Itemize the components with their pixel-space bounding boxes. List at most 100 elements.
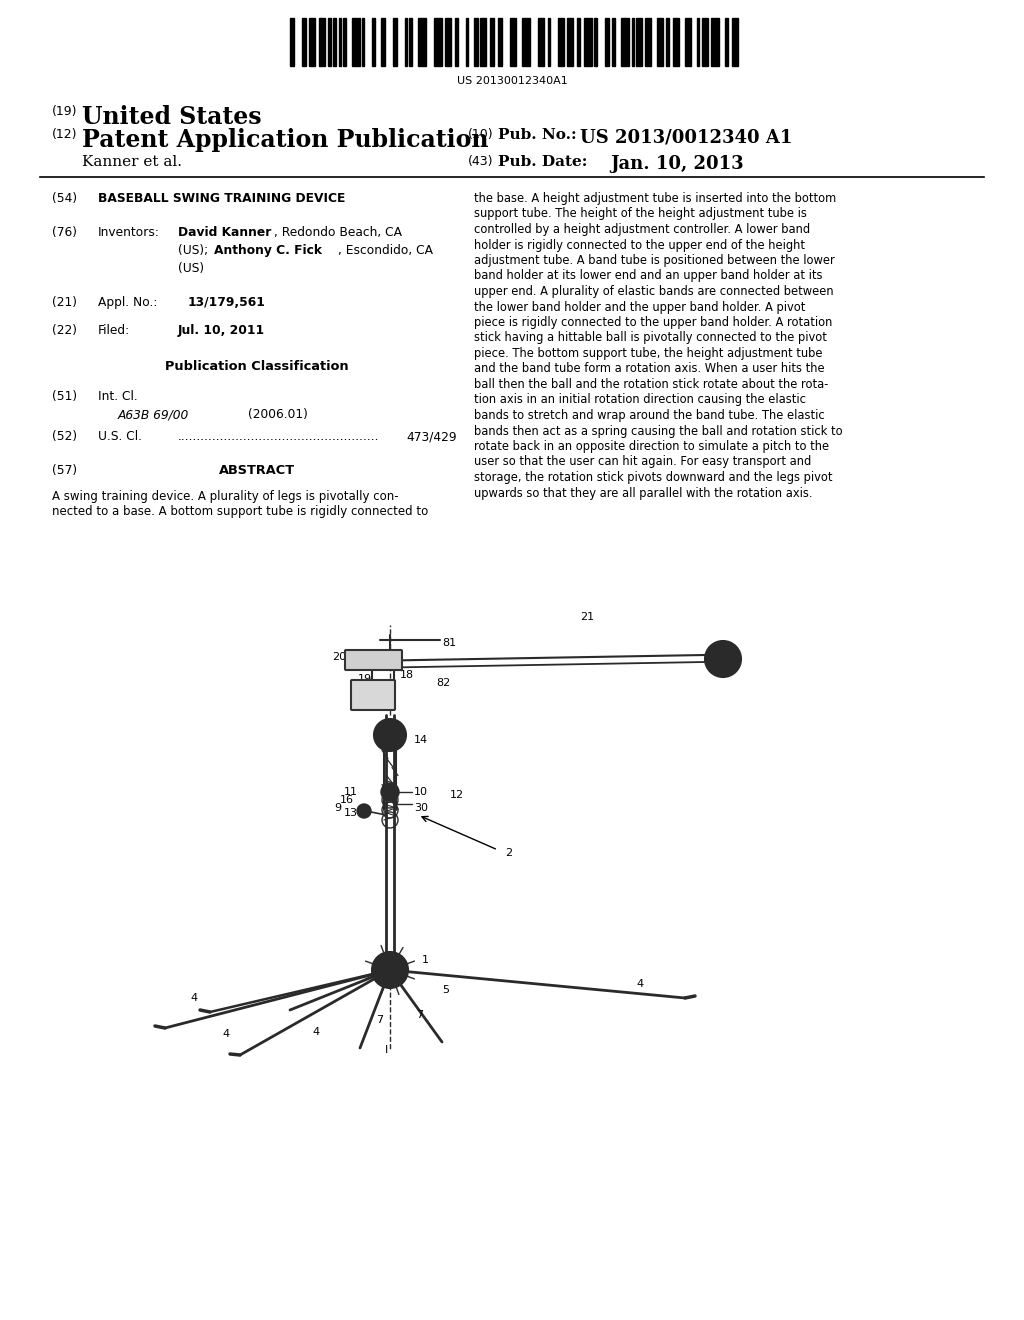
Text: and the band tube form a rotation axis. When a user hits the: and the band tube form a rotation axis. …: [474, 363, 824, 375]
Text: A63B 69/00: A63B 69/00: [118, 408, 189, 421]
Text: ball then the ball and the rotation stick rotate about the rota-: ball then the ball and the rotation stic…: [474, 378, 828, 391]
Text: holder is rigidly connected to the upper end of the height: holder is rigidly connected to the upper…: [474, 239, 805, 252]
Text: David Kanner: David Kanner: [178, 226, 271, 239]
Text: U.S. Cl.: U.S. Cl.: [98, 430, 142, 444]
Text: US 20130012340A1: US 20130012340A1: [457, 77, 567, 86]
Circle shape: [372, 952, 408, 987]
Text: bands to stretch and wrap around the band tube. The elastic: bands to stretch and wrap around the ban…: [474, 409, 824, 422]
Bar: [732, 18, 738, 66]
Text: storage, the rotation stick pivots downward and the legs pivot: storage, the rotation stick pivots downw…: [474, 471, 833, 484]
Bar: [632, 18, 634, 66]
Bar: [673, 18, 679, 66]
Bar: [372, 18, 375, 66]
Text: Anthony C. Fick: Anthony C. Fick: [214, 244, 322, 257]
Bar: [466, 18, 468, 66]
Text: 4: 4: [636, 979, 643, 989]
Bar: [711, 18, 719, 66]
Bar: [621, 18, 629, 66]
Text: (21): (21): [52, 296, 77, 309]
Bar: [381, 18, 385, 66]
Text: 12: 12: [450, 789, 464, 800]
Text: (52): (52): [52, 430, 77, 444]
Bar: [636, 18, 642, 66]
Text: Publication Classification: Publication Classification: [165, 360, 349, 374]
Bar: [328, 18, 331, 66]
Bar: [666, 18, 669, 66]
Text: 9: 9: [334, 803, 341, 813]
Text: upper end. A plurality of elastic bands are connected between: upper end. A plurality of elastic bands …: [474, 285, 834, 298]
Bar: [290, 18, 294, 66]
Bar: [584, 18, 592, 66]
Text: (19): (19): [52, 106, 78, 117]
Text: Patent Application Publication: Patent Application Publication: [82, 128, 488, 152]
Text: upwards so that they are all parallel with the rotation axis.: upwards so that they are all parallel wi…: [474, 487, 812, 499]
Bar: [538, 18, 544, 66]
Text: 13: 13: [344, 808, 358, 818]
Text: (43): (43): [468, 154, 494, 168]
FancyBboxPatch shape: [345, 649, 402, 671]
Bar: [319, 18, 325, 66]
Text: support tube. The height of the height adjustment tube is: support tube. The height of the height a…: [474, 207, 807, 220]
Bar: [612, 18, 615, 66]
Text: Int. Cl.: Int. Cl.: [98, 389, 138, 403]
Bar: [558, 18, 564, 66]
Text: I: I: [384, 1045, 388, 1055]
Text: 4: 4: [190, 993, 198, 1003]
Text: nected to a base. A bottom support tube is rigidly connected to: nected to a base. A bottom support tube …: [52, 506, 428, 517]
Bar: [645, 18, 651, 66]
Text: adjustment tube. A band tube is positioned between the lower: adjustment tube. A band tube is position…: [474, 253, 835, 267]
Text: ABSTRACT: ABSTRACT: [219, 465, 295, 477]
Text: (54): (54): [52, 191, 77, 205]
Text: 2: 2: [505, 847, 512, 858]
Text: 5: 5: [442, 985, 449, 995]
Text: Jan. 10, 2013: Jan. 10, 2013: [610, 154, 743, 173]
Bar: [522, 18, 530, 66]
Bar: [510, 18, 516, 66]
Text: 19: 19: [358, 675, 372, 684]
Bar: [657, 18, 663, 66]
Text: , Escondido, CA: , Escondido, CA: [338, 244, 433, 257]
Bar: [498, 18, 502, 66]
Bar: [333, 18, 336, 66]
Bar: [697, 18, 699, 66]
Bar: [474, 18, 478, 66]
Circle shape: [381, 783, 399, 801]
Text: rotate back in an opposite direction to simulate a pitch to the: rotate back in an opposite direction to …: [474, 440, 829, 453]
Text: Pub. No.:: Pub. No.:: [498, 128, 577, 143]
Text: 14: 14: [414, 735, 428, 744]
Bar: [309, 18, 315, 66]
Text: piece is rigidly connected to the upper band holder. A rotation: piece is rigidly connected to the upper …: [474, 315, 833, 329]
Text: (22): (22): [52, 323, 77, 337]
Text: (US): (US): [178, 261, 204, 275]
Bar: [418, 18, 426, 66]
Bar: [685, 18, 691, 66]
Bar: [548, 18, 550, 66]
Text: ....................................................: ........................................…: [178, 430, 380, 444]
Text: Pub. Date:: Pub. Date:: [498, 154, 588, 169]
Circle shape: [705, 642, 741, 677]
Circle shape: [357, 804, 371, 818]
Text: (12): (12): [52, 128, 78, 141]
Bar: [343, 18, 346, 66]
Bar: [594, 18, 597, 66]
Text: Kanner et al.: Kanner et al.: [82, 154, 182, 169]
Bar: [702, 18, 708, 66]
Text: 4: 4: [312, 1027, 319, 1038]
Circle shape: [374, 719, 406, 751]
Text: user so that the user can hit again. For easy transport and: user so that the user can hit again. For…: [474, 455, 811, 469]
Text: (US);: (US);: [178, 244, 208, 257]
Bar: [352, 18, 360, 66]
Text: 11: 11: [344, 787, 358, 797]
Text: A swing training device. A plurality of legs is pivotally con-: A swing training device. A plurality of …: [52, 490, 398, 503]
Text: 20: 20: [332, 652, 346, 663]
Text: Jul. 10, 2011: Jul. 10, 2011: [178, 323, 265, 337]
Text: , Redondo Beach, CA: , Redondo Beach, CA: [274, 226, 402, 239]
Text: (2006.01): (2006.01): [248, 408, 308, 421]
Text: (76): (76): [52, 226, 77, 239]
Text: 7: 7: [416, 1010, 423, 1020]
Text: BASEBALL SWING TRAINING DEVICE: BASEBALL SWING TRAINING DEVICE: [98, 191, 345, 205]
Bar: [302, 18, 306, 66]
Text: (57): (57): [52, 465, 77, 477]
Text: 4: 4: [222, 1030, 229, 1039]
Text: United States: United States: [82, 106, 261, 129]
